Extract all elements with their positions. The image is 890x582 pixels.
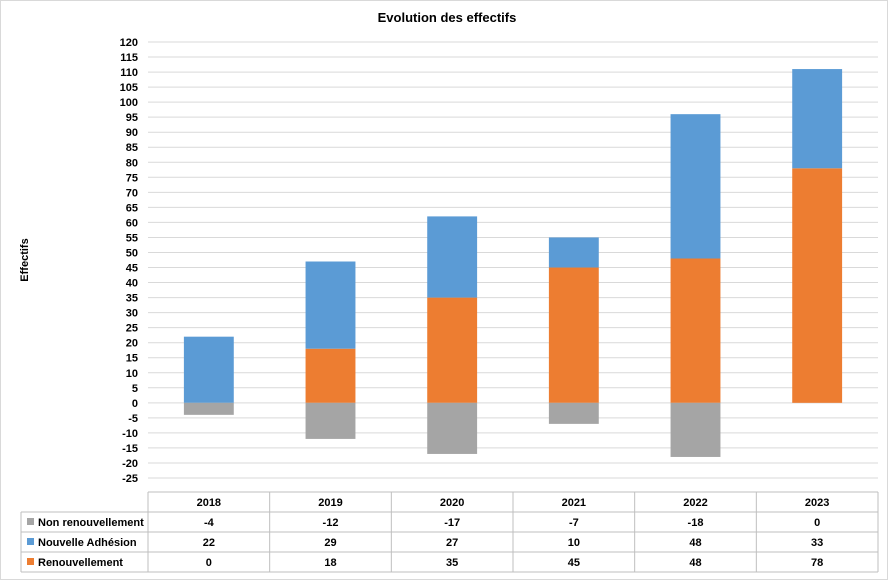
- chart-title: Evolution des effectifs: [378, 10, 517, 25]
- bar-nouvelle-adh-sion-2020: [427, 216, 478, 298]
- y-tick-label: 100: [120, 97, 138, 109]
- data-label: -17: [444, 517, 460, 529]
- data-label: 0: [814, 517, 820, 529]
- legend-swatch-non-renouvellement: [27, 518, 34, 525]
- y-tick-label: 105: [120, 82, 138, 94]
- legend-swatch-nouvelle-adh-sion: [27, 538, 34, 545]
- data-label: 29: [324, 537, 336, 549]
- bar-non-renouvellement-2021: [548, 402, 599, 424]
- y-tick-label: -5: [128, 413, 138, 425]
- y-tick-label: 20: [126, 338, 138, 350]
- y-tick-label: 120: [120, 37, 138, 49]
- category-label: 2022: [683, 497, 707, 509]
- data-label: -4: [204, 517, 215, 529]
- y-tick-label: 55: [126, 232, 138, 244]
- legend-label: Nouvelle Adhésion: [38, 537, 137, 549]
- data-label: 48: [689, 557, 701, 569]
- y-tick-label: 80: [126, 157, 138, 169]
- y-tick-label: 75: [126, 172, 138, 184]
- y-tick-label: 60: [126, 217, 138, 229]
- y-tick-label: 65: [126, 202, 138, 214]
- bar-nouvelle-adh-sion-2022: [670, 114, 721, 259]
- category-label: 2020: [440, 497, 464, 509]
- category-label: 2019: [318, 497, 342, 509]
- category-label: 2018: [197, 497, 221, 509]
- bar-nouvelle-adh-sion-2018: [183, 336, 234, 403]
- bar-non-renouvellement-2019: [305, 402, 356, 439]
- y-tick-label: -10: [122, 428, 138, 440]
- bar-renouvellement-2021: [548, 267, 599, 403]
- y-tick-label: 110: [120, 67, 138, 79]
- y-tick-label: -15: [122, 443, 138, 455]
- data-label: 45: [568, 557, 580, 569]
- category-label: 2021: [562, 497, 586, 509]
- bar-nouvelle-adh-sion-2023: [792, 69, 843, 169]
- bar-renouvellement-2023: [792, 168, 843, 403]
- y-tick-label: 50: [126, 247, 138, 259]
- data-label: 22: [203, 537, 215, 549]
- data-label: 27: [446, 537, 458, 549]
- y-tick-label: 85: [126, 142, 138, 154]
- y-tick-label: 0: [132, 398, 138, 410]
- bar-nouvelle-adh-sion-2021: [548, 237, 599, 268]
- data-label: 10: [568, 537, 580, 549]
- data-label: 0: [206, 557, 212, 569]
- y-tick-label: 30: [126, 308, 138, 320]
- legend-label: Renouvellement: [38, 557, 123, 569]
- y-tick-label: 10: [126, 368, 138, 380]
- y-tick-label: 115: [120, 52, 138, 64]
- bar-renouvellement-2019: [305, 348, 356, 403]
- data-label: 33: [811, 537, 823, 549]
- y-tick-label: -25: [122, 473, 138, 485]
- y-tick-label: 35: [126, 293, 138, 305]
- y-tick-label: -20: [122, 458, 138, 470]
- y-tick-label: 25: [126, 323, 138, 335]
- bar-renouvellement-2022: [670, 258, 721, 403]
- y-tick-label: 40: [126, 278, 138, 290]
- data-label: 78: [811, 557, 823, 569]
- y-tick-label: 5: [132, 383, 138, 395]
- data-label: 48: [689, 537, 701, 549]
- data-label: -12: [323, 517, 339, 529]
- y-tick-label: 70: [126, 187, 138, 199]
- data-label: -7: [569, 517, 579, 529]
- bar-non-renouvellement-2018: [183, 402, 234, 415]
- legend-label: Non renouvellement: [38, 517, 144, 529]
- data-label: 35: [446, 557, 458, 569]
- bar-renouvellement-2020: [427, 297, 478, 403]
- bar-nouvelle-adh-sion-2019: [305, 261, 356, 349]
- y-tick-label: 45: [126, 263, 138, 275]
- y-tick-label: 95: [126, 112, 138, 124]
- bar-non-renouvellement-2020: [427, 402, 478, 454]
- y-tick-label: 90: [126, 127, 138, 139]
- data-label: -18: [688, 517, 704, 529]
- legend-swatch-renouvellement: [27, 558, 34, 565]
- category-label: 2023: [805, 497, 829, 509]
- bar-non-renouvellement-2022: [670, 402, 721, 457]
- y-tick-label: 15: [126, 353, 138, 365]
- y-axis-label: Effectifs: [19, 238, 31, 281]
- data-label: 18: [324, 557, 336, 569]
